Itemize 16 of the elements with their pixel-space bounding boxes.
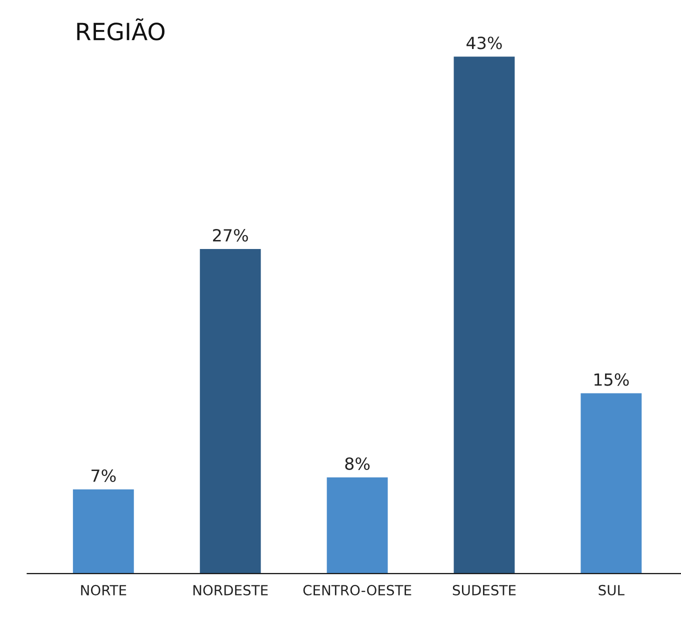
x-tick-label: SUDESTE (452, 584, 516, 596)
bar (326, 477, 388, 574)
x-tick-label: NORDESTE (193, 584, 268, 596)
data-label: 43% (466, 36, 502, 50)
x-tick-label: SUL (598, 584, 624, 596)
data-label: 27% (213, 228, 248, 242)
bar (580, 393, 642, 574)
data-label: 7% (92, 469, 116, 482)
data-label: 8% (345, 457, 370, 470)
x-tick-label: CENTRO-OESTE (303, 584, 412, 596)
bar (200, 248, 261, 574)
x-tick-label: NORTE (81, 584, 126, 596)
data-label: 15% (594, 373, 629, 386)
bar (454, 56, 515, 574)
bar (72, 489, 134, 574)
chart-title: REGIÃO (77, 18, 164, 40)
